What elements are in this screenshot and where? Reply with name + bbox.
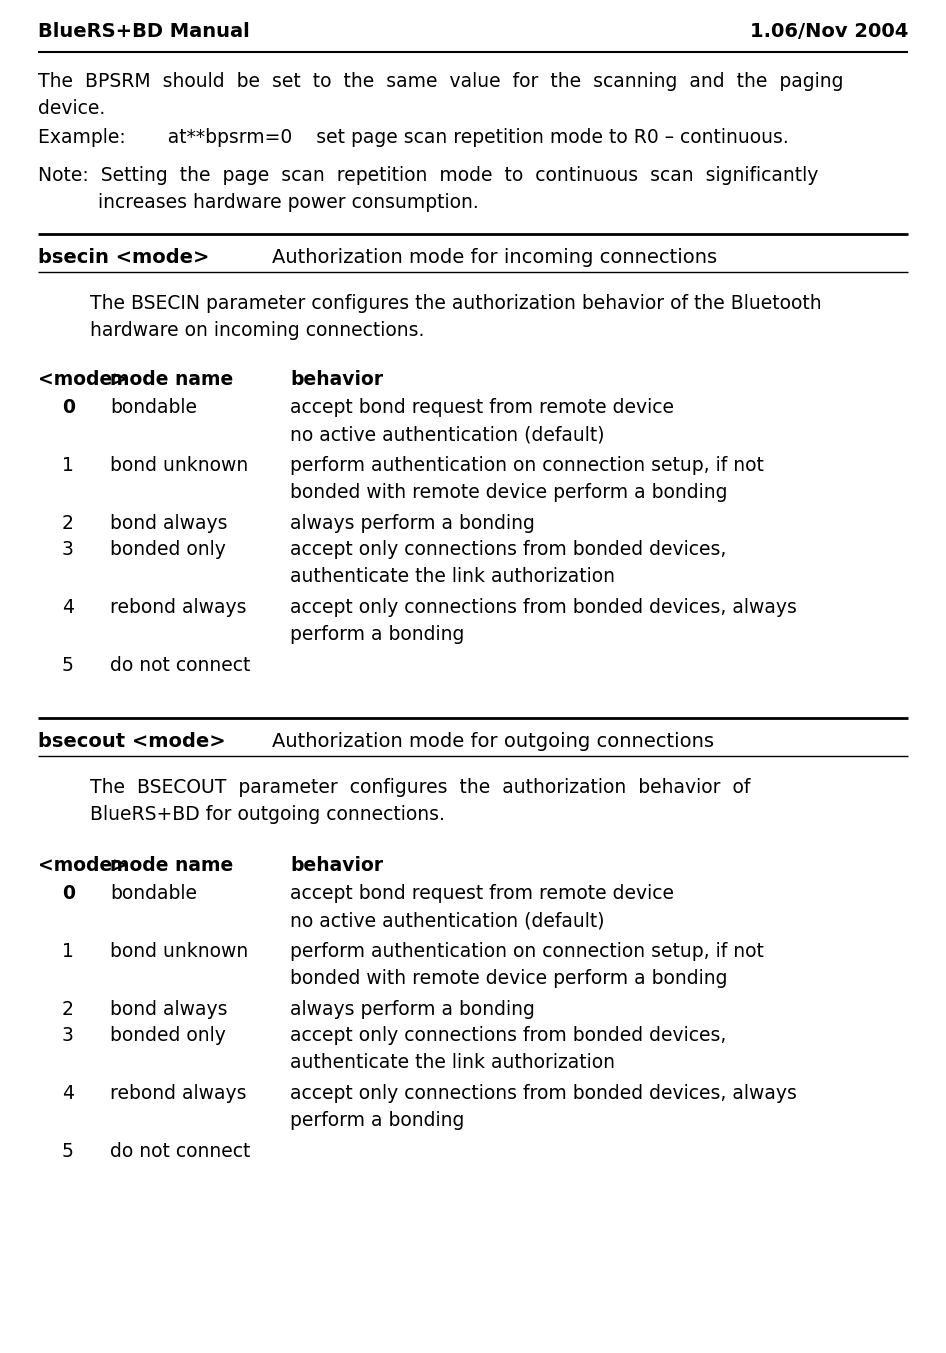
Text: 1: 1 <box>62 942 74 961</box>
Text: bond always: bond always <box>110 1000 227 1019</box>
Text: do not connect: do not connect <box>110 656 251 675</box>
Text: bond always: bond always <box>110 514 227 533</box>
Text: The  BPSRM  should  be  set  to  the  same  value  for  the  scanning  and  the : The BPSRM should be set to the same valu… <box>38 72 844 118</box>
Text: bonded only: bonded only <box>110 1026 226 1045</box>
Text: The  BSECOUT  parameter  configures  the  authorization  behavior  of
BlueRS+BD : The BSECOUT parameter configures the aut… <box>90 778 750 824</box>
Text: bondable: bondable <box>110 884 197 902</box>
Text: 5: 5 <box>62 656 74 675</box>
Text: 4: 4 <box>62 1084 74 1103</box>
Text: bond unknown: bond unknown <box>110 942 248 961</box>
Text: accept only connections from bonded devices,
authenticate the link authorization: accept only connections from bonded devi… <box>290 1026 727 1072</box>
Text: perform authentication on connection setup, if not
bonded with remote device per: perform authentication on connection set… <box>290 942 763 988</box>
Text: Note:  Setting  the  page  scan  repetition  mode  to  continuous  scan  signifi: Note: Setting the page scan repetition m… <box>38 166 818 212</box>
Text: behavior: behavior <box>290 856 383 875</box>
Text: 2: 2 <box>62 1000 74 1019</box>
Text: always perform a bonding: always perform a bonding <box>290 514 534 533</box>
Text: accept bond request from remote device
no active authentication (default): accept bond request from remote device n… <box>290 398 674 444</box>
Text: bondable: bondable <box>110 398 197 417</box>
Text: do not connect: do not connect <box>110 1142 251 1161</box>
Text: The BSECIN parameter configures the authorization behavior of the Bluetooth
hard: The BSECIN parameter configures the auth… <box>90 294 822 340</box>
Text: 3: 3 <box>62 1026 74 1045</box>
Text: 1: 1 <box>62 456 74 475</box>
Text: bonded only: bonded only <box>110 540 226 559</box>
Text: accept only connections from bonded devices, always
perform a bonding: accept only connections from bonded devi… <box>290 1084 797 1130</box>
Text: 1.06/Nov 2004: 1.06/Nov 2004 <box>749 22 908 41</box>
Text: bsecout <mode>: bsecout <mode> <box>38 732 226 751</box>
Text: behavior: behavior <box>290 369 383 390</box>
Text: accept bond request from remote device
no active authentication (default): accept bond request from remote device n… <box>290 884 674 931</box>
Text: always perform a bonding: always perform a bonding <box>290 1000 534 1019</box>
Text: bsecin <mode>: bsecin <mode> <box>38 248 209 267</box>
Text: 0: 0 <box>62 884 75 902</box>
Text: bond unknown: bond unknown <box>110 456 248 475</box>
Text: BlueRS+BD Manual: BlueRS+BD Manual <box>38 22 250 41</box>
Text: accept only connections from bonded devices, always
perform a bonding: accept only connections from bonded devi… <box>290 598 797 644</box>
Text: 3: 3 <box>62 540 74 559</box>
Text: Authorization mode for incoming connections: Authorization mode for incoming connecti… <box>272 248 717 267</box>
Text: mode name: mode name <box>110 369 234 390</box>
Text: 2: 2 <box>62 514 74 533</box>
Text: 0: 0 <box>62 398 75 417</box>
Text: rebond always: rebond always <box>110 1084 247 1103</box>
Text: perform authentication on connection setup, if not
bonded with remote device per: perform authentication on connection set… <box>290 456 763 502</box>
Text: mode name: mode name <box>110 856 234 875</box>
Text: 5: 5 <box>62 1142 74 1161</box>
Text: rebond always: rebond always <box>110 598 247 617</box>
Text: Example:       at**bpsrm=0    set page scan repetition mode to R0 – continuous.: Example: at**bpsrm=0 set page scan repet… <box>38 129 789 147</box>
Text: <mode>: <mode> <box>38 856 128 875</box>
Text: <mode>: <mode> <box>38 369 128 390</box>
Text: accept only connections from bonded devices,
authenticate the link authorization: accept only connections from bonded devi… <box>290 540 727 586</box>
Text: Authorization mode for outgoing connections: Authorization mode for outgoing connecti… <box>272 732 714 751</box>
Text: 4: 4 <box>62 598 74 617</box>
